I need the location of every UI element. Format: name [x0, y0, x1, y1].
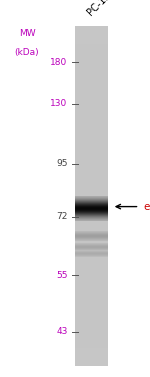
Text: 55: 55	[56, 271, 68, 280]
Text: 130: 130	[50, 99, 68, 108]
Text: 95: 95	[56, 159, 68, 169]
Text: PC-12: PC-12	[85, 0, 112, 17]
Text: (kDa): (kDa)	[15, 48, 39, 57]
Text: 43: 43	[56, 327, 68, 336]
Text: 180: 180	[50, 58, 68, 67]
Text: eEF2K: eEF2K	[143, 202, 150, 211]
Text: MW: MW	[19, 29, 35, 38]
Text: 72: 72	[56, 212, 68, 221]
